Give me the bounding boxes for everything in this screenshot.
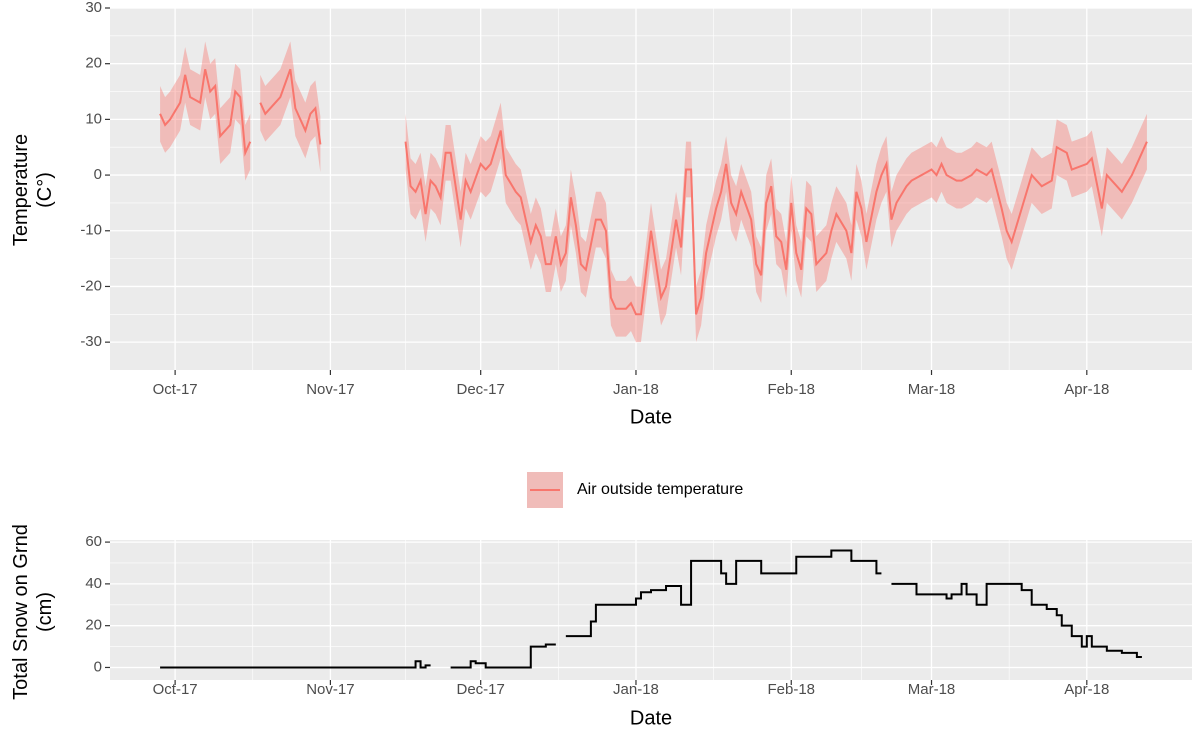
y-axis-title: Temperature (C°) (10, 134, 56, 246)
y-axis-title-line: (C°) (34, 172, 56, 208)
x-tick-label: Oct-17 (153, 381, 198, 398)
panel (110, 8, 1192, 370)
y-tick-label: 0 (94, 166, 102, 183)
y-tick-label: 30 (85, 0, 102, 16)
y-tick-label: 20 (85, 55, 102, 72)
y-tick-label: 0 (94, 658, 102, 675)
line (159, 69, 252, 157)
line (259, 68, 322, 145)
x-tick-label: Feb-18 (767, 381, 815, 398)
panel (110, 540, 1192, 680)
x-tick-label: Dec-17 (457, 681, 505, 698)
y-tick-label: -10 (80, 222, 102, 239)
step-line (450, 643, 556, 669)
step-line (160, 660, 431, 669)
y-tick-label: 20 (85, 617, 102, 634)
y-axis-title-line: Total Snow on Grnd (10, 524, 32, 700)
x-tick-label: Dec-17 (457, 381, 505, 398)
ribbon (260, 41, 321, 173)
x-tick-label: Mar-18 (908, 381, 956, 398)
x-axis-title: Date (630, 707, 672, 729)
x-tick-label: Mar-18 (908, 681, 956, 698)
x-tick-label: Oct-17 (153, 681, 198, 698)
y-axis-title-line: Temperature (10, 134, 32, 246)
y-axis-title-line: (cm) (34, 592, 56, 632)
y-tick-label: -20 (80, 277, 102, 294)
x-tick-label: Nov-17 (306, 681, 354, 698)
y-tick-label: -30 (80, 333, 102, 350)
y-tick-label: 10 (85, 110, 102, 127)
x-tick-label: Jan-18 (613, 381, 659, 398)
legend-label: Air outside temperature (577, 481, 743, 498)
x-axis-title: Date (630, 406, 672, 428)
x-tick-label: Apr-18 (1064, 681, 1109, 698)
y-axis-title: Total Snow on Grnd (cm) (10, 524, 56, 700)
x-tick-label: Nov-17 (306, 381, 354, 398)
step-line (565, 549, 882, 638)
x-tick-label: Apr-18 (1064, 381, 1109, 398)
x-tick-label: Feb-18 (767, 681, 815, 698)
line (404, 130, 1148, 316)
x-tick-label: Jan-18 (613, 681, 659, 698)
ribbon (405, 102, 1147, 343)
y-tick-label: 60 (85, 533, 102, 550)
step-line (891, 582, 1142, 659)
y-tick-label: 40 (85, 575, 102, 592)
ribbon (160, 41, 251, 181)
